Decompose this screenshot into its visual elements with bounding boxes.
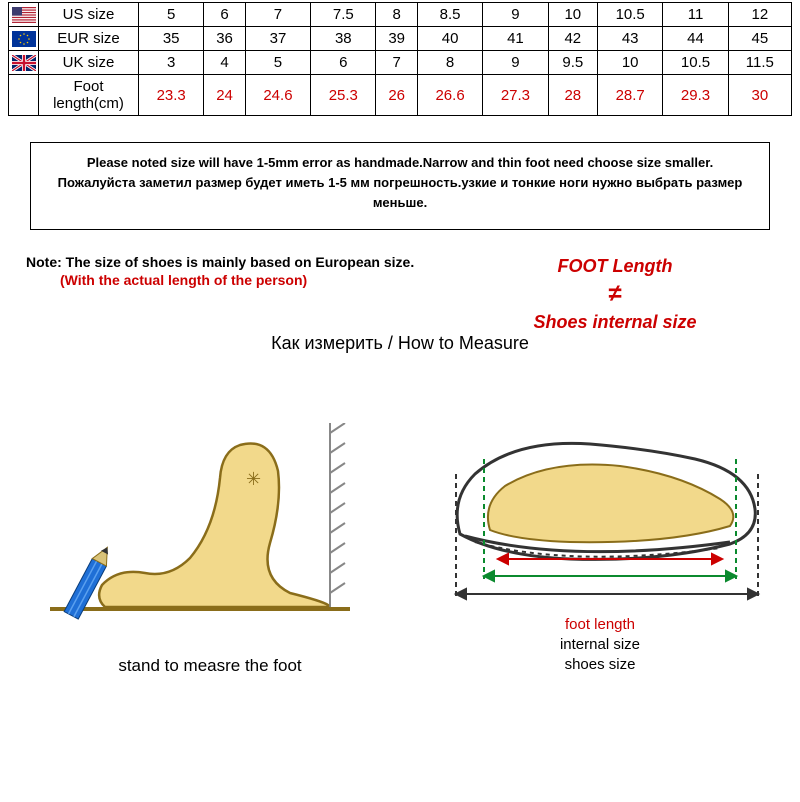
eur-val: 39 [376, 27, 417, 51]
foot-shape-icon [99, 443, 328, 607]
size-chart-table: US size 5 6 7 7.5 8 8.5 9 10 10.5 11 12 … [8, 2, 792, 116]
us-val: 5 [139, 3, 204, 27]
foot-val: 24.6 [245, 75, 310, 116]
foot-measure-diagram: ✳ stand to measre the foot [0, 423, 400, 676]
foot-val: 26.6 [417, 75, 482, 116]
shoes-size-arrow-icon [456, 589, 758, 599]
row-uk: UK size 3 4 5 6 7 8 9 9.5 10 10.5 11.5 [9, 51, 792, 75]
row-eur: EUR size 35 36 37 38 39 40 41 42 43 44 4… [9, 27, 792, 51]
uk-val: 6 [311, 51, 376, 75]
neq-top: FOOT Length [430, 256, 800, 277]
us-size-label: US size [39, 3, 139, 27]
shoe-svg [420, 404, 780, 604]
us-val: 7 [245, 3, 310, 27]
european-note: Note: The size of shoes is mainly based … [0, 250, 430, 332]
uk-val: 11.5 [728, 51, 791, 75]
foot-svg: ✳ [10, 423, 390, 633]
eur-val: 44 [663, 27, 728, 51]
uk-val: 9.5 [548, 51, 597, 75]
us-val: 9 [483, 3, 548, 27]
eur-val: 42 [548, 27, 597, 51]
neq-symbol: ≠ [430, 281, 800, 307]
us-val: 8 [376, 3, 417, 27]
uk-val: 8 [417, 51, 482, 75]
foot-neq-block: FOOT Length ≠ Shoes internal size [430, 250, 800, 332]
flag-us [9, 3, 39, 27]
eur-val: 35 [139, 27, 204, 51]
foot-val: 24 [204, 75, 245, 116]
note-text: The size of shoes is mainly based on Eur… [66, 254, 415, 270]
eur-val: 38 [311, 27, 376, 51]
flag-uk [9, 51, 39, 75]
eur-val: 37 [245, 27, 310, 51]
note-line-en: Please noted size will have 1-5mm error … [51, 153, 749, 173]
foot-val: 26 [376, 75, 417, 116]
uk-val: 3 [139, 51, 204, 75]
internal-size-label: internal size [400, 635, 800, 655]
flag-eu [9, 27, 39, 51]
uk-val: 10 [598, 51, 663, 75]
ankle-mark-icon: ✳ [246, 469, 261, 489]
us-val: 12 [728, 3, 791, 27]
row-us: US size 5 6 7 7.5 8 8.5 9 10 10.5 11 12 [9, 3, 792, 27]
eur-val: 43 [598, 27, 663, 51]
uk-size-label: UK size [39, 51, 139, 75]
internal-size-arrow-icon [484, 571, 736, 581]
foot-val: 29.3 [663, 75, 728, 116]
eur-size-label: EUR size [39, 27, 139, 51]
note-prefix: Note: [26, 254, 66, 270]
us-val: 10.5 [598, 3, 663, 27]
note-columns: Note: The size of shoes is mainly based … [0, 250, 800, 332]
us-val: 6 [204, 3, 245, 27]
note-sub: (With the actual length of the person) [60, 272, 430, 288]
foot-val: 23.3 [139, 75, 204, 116]
eur-val: 45 [728, 27, 791, 51]
how-to-measure-title: Как измерить / How to Measure [0, 333, 800, 354]
foot-val: 27.3 [483, 75, 548, 116]
row-foot-length: Foot length(cm) 23.3 24 24.6 25.3 26 26.… [9, 75, 792, 116]
uk-val: 5 [245, 51, 310, 75]
foot-val: 28.7 [598, 75, 663, 116]
foot-val: 28 [548, 75, 597, 116]
flag-none [9, 75, 39, 116]
uk-val: 10.5 [663, 51, 728, 75]
shoe-labels: foot length internal size shoes size [400, 615, 800, 676]
uk-val: 9 [483, 51, 548, 75]
note-line-ru2: меньше. [51, 193, 749, 213]
shoe-size-diagram: foot length internal size shoes size [400, 404, 800, 676]
uk-val: 7 [376, 51, 417, 75]
note-main: Note: The size of shoes is mainly based … [26, 254, 430, 270]
diagram-row: ✳ stand to measre the foot [0, 404, 800, 676]
foot-val: 25.3 [311, 75, 376, 116]
handmade-note-box: Please noted size will have 1-5mm error … [30, 142, 770, 230]
eur-val: 40 [417, 27, 482, 51]
us-val: 11 [663, 3, 728, 27]
foot-val: 30 [728, 75, 791, 116]
us-val: 8.5 [417, 3, 482, 27]
foot-length-label: foot length [400, 615, 800, 635]
stand-caption: stand to measre the foot [0, 656, 400, 676]
neq-bottom: Shoes internal size [430, 312, 800, 333]
eur-val: 36 [204, 27, 245, 51]
note-line-ru1: Пожалуйста заметил размер будет иметь 1-… [51, 173, 749, 193]
uk-val: 4 [204, 51, 245, 75]
us-val: 10 [548, 3, 597, 27]
shoes-size-label: shoes size [400, 655, 800, 675]
eur-val: 41 [483, 27, 548, 51]
foot-length-label: Foot length(cm) [39, 75, 139, 116]
us-val: 7.5 [311, 3, 376, 27]
